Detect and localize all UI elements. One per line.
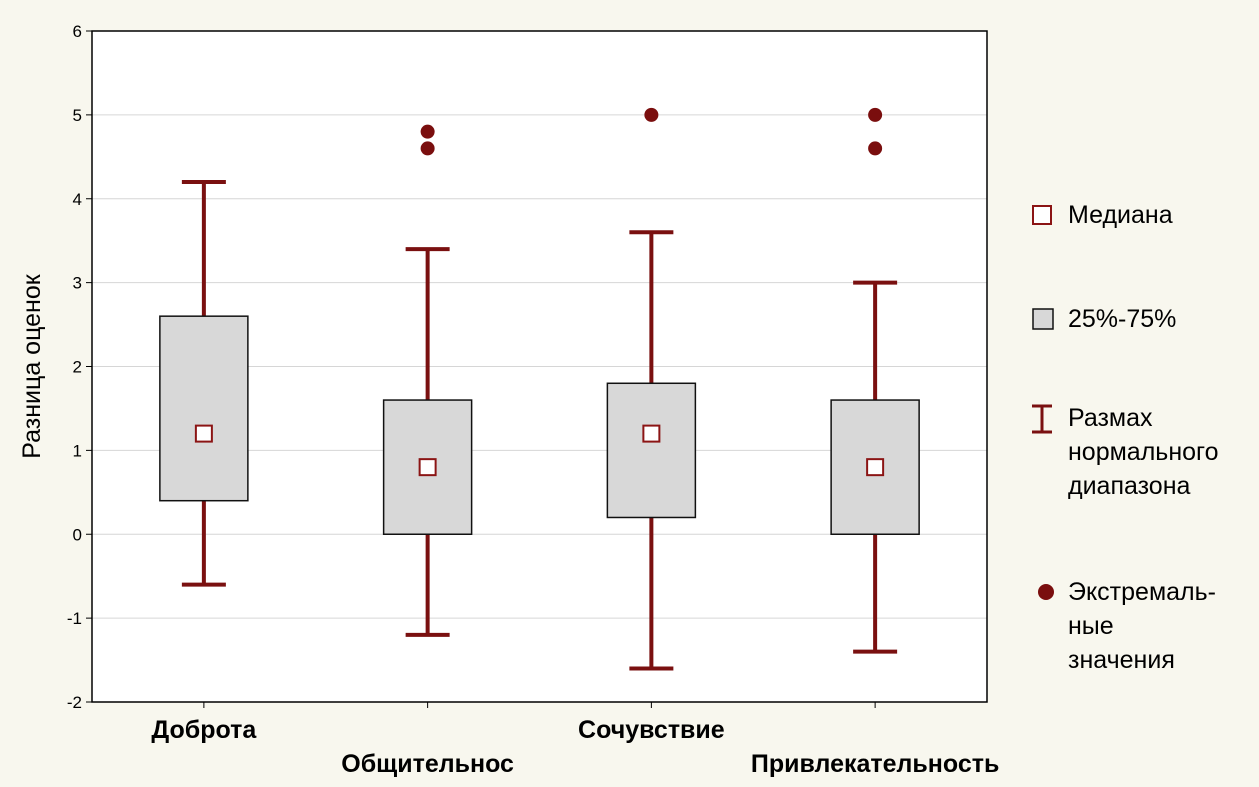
outlier-point — [644, 107, 659, 122]
plot-frame — [91, 30, 988, 703]
iqr-box — [159, 315, 249, 502]
box-group-1 — [382, 124, 473, 637]
legend-item-box: 25%-75% — [1032, 305, 1176, 333]
legend: Медиана 25%-75% Размах нормального диапазона… — [1032, 201, 1219, 674]
x-category-label: Сочувствие — [578, 716, 725, 744]
legend-whisker-icon — [1032, 404, 1052, 434]
y-tick-label: 0 — [73, 525, 82, 544]
legend-outlier-icon — [1038, 584, 1054, 600]
y-tick-label: 1 — [73, 441, 82, 460]
legend-label-line: диапазона — [1068, 472, 1191, 500]
y-tick-label: 6 — [73, 22, 82, 41]
legend-label-line: нормального — [1068, 438, 1219, 466]
legend-label-line: Экстремаль- — [1068, 578, 1216, 606]
box-group-3 — [830, 107, 920, 654]
outlier-point — [868, 141, 883, 156]
legend-item-whisker: Размах нормального диапазона — [1032, 404, 1219, 500]
box-group-0 — [159, 179, 249, 587]
legend-item-median: Медиана — [1032, 201, 1173, 229]
outlier-point — [420, 141, 435, 156]
axes: -2 -1 0 1 2 3 4 5 6 Разница оценок Доброта Общитель… — [18, 22, 999, 778]
legend-median-icon — [1032, 205, 1052, 225]
legend-label-line: значения — [1068, 646, 1175, 674]
legend-item-outlier: Экстремаль-ные значения — [1038, 578, 1216, 674]
legend-label-line: 25%-75% — [1068, 305, 1176, 333]
x-category-label: Привлекательность — [751, 750, 999, 778]
box-group-2 — [606, 107, 697, 671]
y-tick-label: 2 — [73, 358, 82, 377]
median-marker — [418, 458, 437, 477]
outlier-point — [868, 107, 883, 122]
median-marker — [194, 424, 213, 443]
y-tick-label: 5 — [73, 106, 82, 125]
iqr-box — [606, 382, 697, 519]
legend-label-line: Медиана — [1068, 201, 1173, 229]
outlier-point — [420, 124, 435, 139]
legend-label-line: ные — [1068, 612, 1114, 640]
y-tick-label: -1 — [67, 609, 82, 628]
legend-label-line: Размах — [1068, 404, 1153, 432]
legend-box-icon — [1032, 308, 1054, 330]
plot-marks — [159, 107, 920, 671]
y-axis-label: Разница оценок — [18, 273, 46, 458]
median-marker — [642, 424, 661, 443]
x-category-label: Доброта — [151, 716, 257, 744]
median-marker — [866, 458, 885, 477]
x-category-label: Общительнос — [341, 750, 514, 778]
y-tick-label: -2 — [67, 693, 82, 712]
y-tick-label: 4 — [73, 190, 82, 209]
y-tick-label: 3 — [73, 274, 82, 293]
